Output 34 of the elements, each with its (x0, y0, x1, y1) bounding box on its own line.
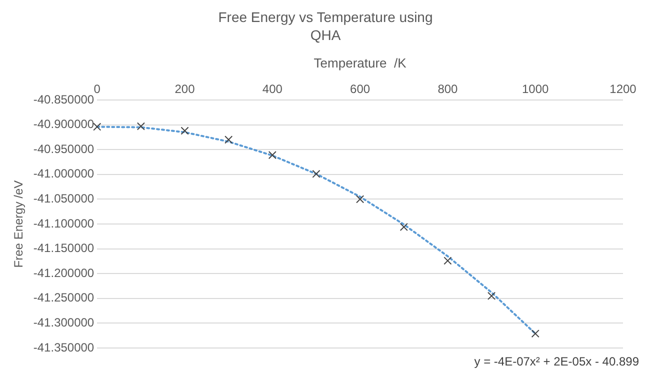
x-tick-label: 800 (438, 82, 458, 96)
y-tick-label: -41.300000 (33, 316, 94, 330)
point (312, 170, 320, 178)
x-tick-label: 1200 (610, 82, 637, 96)
point (268, 151, 276, 160)
line-series (96, 126, 536, 335)
x-tick-label: 200 (174, 82, 196, 96)
y-tick-label: -41.150000 (33, 241, 94, 256)
point (136, 122, 145, 130)
y-tick-label: -41.250000 (33, 290, 94, 305)
y-tick-label: -40.950000 (33, 142, 94, 156)
y-tick-label: -41.100000 (33, 216, 94, 230)
x-tick-label: 0 (94, 82, 101, 96)
text: y = -4E-07x² + 2E-05x - 40.899 (474, 354, 640, 368)
x-axis-title: Temperature /K (314, 55, 407, 70)
point (531, 330, 540, 338)
point (444, 256, 452, 265)
x-tick-label: 600 (350, 82, 370, 96)
y-axis-title: Free Energy /eV (12, 180, 26, 268)
x-tick-label: 1000 (522, 82, 550, 96)
point (400, 222, 408, 232)
y-tick-label: -41.350000 (33, 340, 94, 354)
point (487, 292, 496, 300)
point (224, 136, 233, 144)
y-tick-label: -41.000000 (33, 166, 94, 181)
x-tick-label: 400 (262, 82, 283, 96)
point (93, 122, 102, 131)
point (356, 195, 364, 204)
y-tick-label: -41.050000 (33, 192, 94, 206)
chart-title: Free Energy vs Temperature using QHA (217, 8, 434, 44)
y-tick-label: -40.900000 (33, 117, 94, 132)
y-tick-label: -41.200000 (33, 266, 94, 280)
y-tick-label: -40.850000 (33, 92, 94, 106)
point (180, 126, 189, 135)
